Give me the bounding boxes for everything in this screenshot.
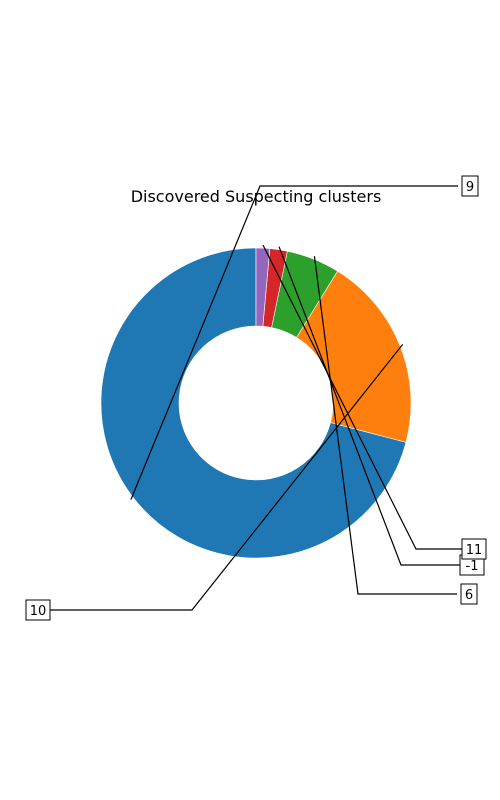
slice-label-11: 11 [466, 543, 483, 558]
slice-label-6: 6 [465, 588, 473, 603]
slice-label-box-10 [25, 599, 51, 621]
slice-labels-group: 9 10 6 -111 [25, 175, 487, 621]
leader-line--1 [278, 246, 460, 566]
leader-line-10 [50, 343, 404, 611]
slices-group [100, 247, 412, 559]
slice-label--1: -1 [466, 559, 479, 574]
slice-9 [100, 247, 407, 559]
slice-label-box-6 [460, 583, 478, 605]
slice-label-10: 10 [30, 604, 47, 619]
leader-lines-group [50, 185, 462, 611]
slice-label-box-11 [461, 538, 487, 560]
leader-line-11 [262, 244, 462, 550]
leader-line-6 [313, 256, 457, 595]
slice-label-9: 9 [466, 180, 474, 195]
slice-label-box-9 [461, 175, 479, 197]
leader-line-9 [130, 185, 458, 500]
